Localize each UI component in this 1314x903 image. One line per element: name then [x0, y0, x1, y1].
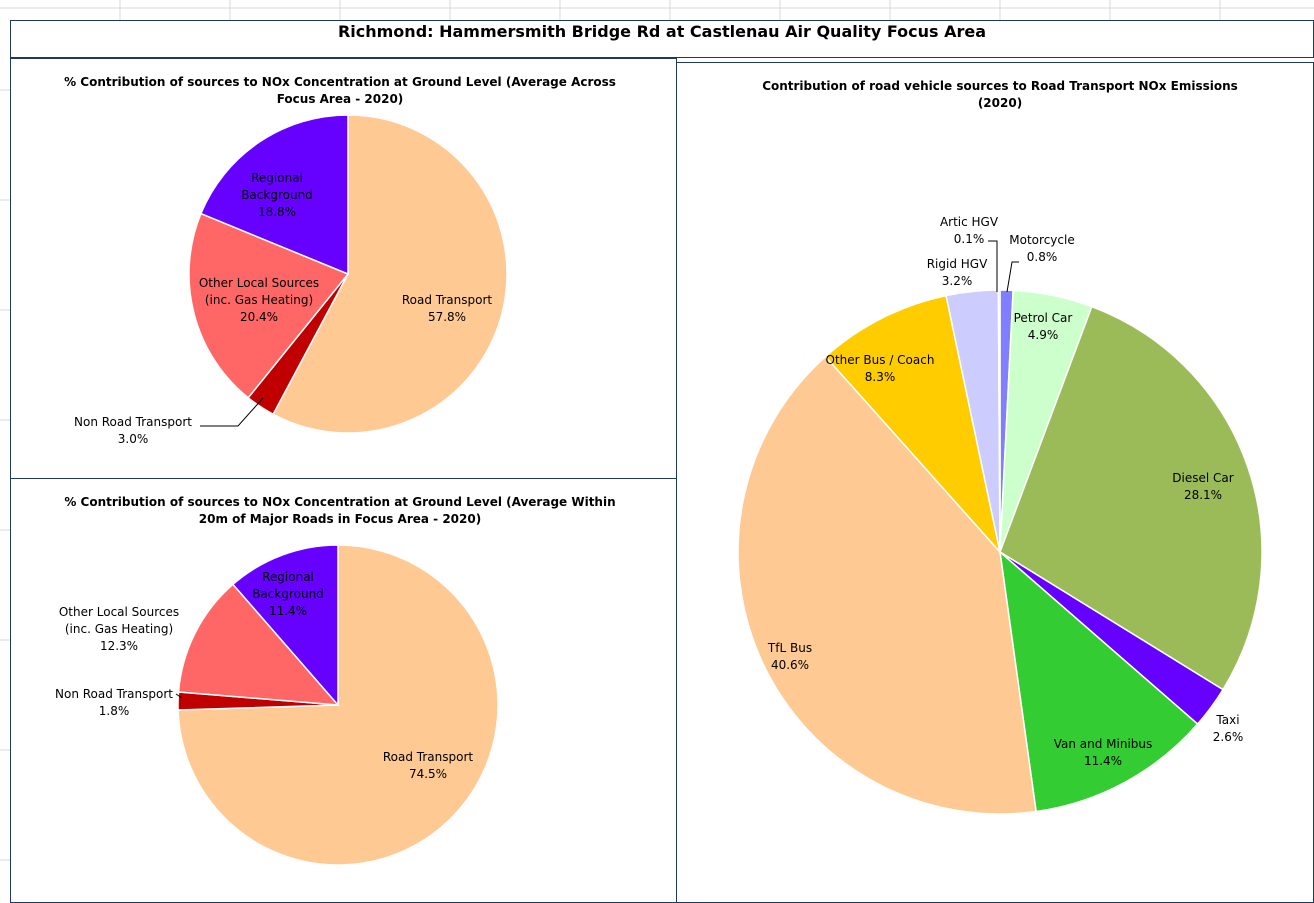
slice-name: Taxi	[1216, 713, 1240, 727]
slice-name: Regional Background	[241, 171, 313, 202]
slice-name: Motorcycle	[1009, 233, 1075, 247]
data-label: TfL Bus 40.6%	[760, 640, 820, 674]
slice-value: 74.5%	[408, 767, 448, 781]
slice-value: 3.2%	[941, 274, 973, 288]
data-label: Non Road Transport 1.8%	[44, 686, 184, 720]
data-label: Regional Background 18.8%	[237, 170, 317, 221]
pie-slice	[997, 289, 1001, 553]
slice-name: Other Bus / Coach	[825, 353, 935, 367]
pie-slice	[824, 294, 1002, 555]
pie-slice	[177, 583, 340, 706]
data-label: Other Bus / Coach 8.3%	[820, 352, 940, 386]
data-label: Other Local Sources (inc. Gas Heating) 12…	[57, 604, 182, 655]
data-label: Non Road Transport 3.0%	[63, 414, 203, 448]
slice-name: TfL Bus	[767, 641, 813, 655]
slice-value: 1.8%	[98, 704, 130, 718]
slice-value: 11.4%	[268, 604, 308, 618]
slice-value: 4.9%	[1027, 328, 1059, 342]
slice-name: Rigid HGV	[926, 257, 988, 271]
data-label: Rigid HGV 3.2%	[917, 256, 997, 290]
slice-value: 0.8%	[1026, 250, 1058, 264]
pie-slice	[999, 305, 1263, 691]
page-title: Richmond: Hammersmith Bridge Rd at Castl…	[337, 22, 987, 41]
data-label: Road Transport 74.5%	[373, 749, 483, 783]
slice-value: 3.0%	[117, 432, 149, 446]
data-label: Motorcycle 0.8%	[997, 232, 1087, 266]
data-label: Taxi 2.6%	[1198, 712, 1258, 746]
slice-name: Non Road Transport	[74, 415, 192, 429]
slice-value: 8.3%	[864, 370, 896, 384]
data-label: Van and Minibus 11.4%	[1043, 736, 1163, 770]
pie-slice	[199, 114, 349, 276]
slice-value: 18.8%	[257, 205, 297, 219]
pie-slice	[737, 355, 1037, 815]
data-label: Road Transport 57.8%	[392, 292, 502, 326]
sheet-grid	[0, 0, 1314, 861]
chart-title: Contribution of road vehicle sources to …	[762, 79, 1238, 110]
slice-value: 57.8%	[427, 310, 467, 324]
chart-title: % Contribution of sources to NOx Concent…	[64, 495, 616, 526]
data-label: Other Local Sources (inc. Gas Heating) 20…	[197, 275, 322, 326]
data-label: Diesel Car 28.1%	[1163, 470, 1243, 504]
slice-name: Artic HGV	[939, 215, 999, 229]
slice-value: 11.4%	[1083, 754, 1123, 768]
slice-name: Diesel Car	[1172, 471, 1234, 485]
pie-slice	[272, 114, 508, 434]
slice-name: Non Road Transport	[55, 687, 173, 701]
chart-title: % Contribution of sources to NOx Concent…	[64, 75, 616, 106]
slice-value: 0.1%	[953, 232, 985, 246]
slice-value: 20.4%	[239, 310, 279, 324]
data-label: Petrol Car 4.9%	[1003, 310, 1083, 344]
slice-name: Petrol Car	[1013, 311, 1073, 325]
slice-name: Regional Background	[252, 570, 324, 601]
slice-value: 40.6%	[770, 658, 810, 672]
data-label: Regional Background 11.4%	[248, 569, 328, 620]
slice-value: 12.3%	[99, 639, 139, 653]
slice-name: Other Local Sources (inc. Gas Heating)	[58, 605, 180, 636]
slice-value: 2.6%	[1212, 730, 1244, 744]
slice-value: 28.1%	[1183, 488, 1223, 502]
slice-name: Road Transport	[401, 293, 493, 307]
pie-slice	[188, 212, 350, 399]
pie-slice	[231, 544, 339, 708]
slice-name: Road Transport	[382, 750, 474, 764]
leader-lines	[175, 240, 1019, 699]
pie-slice	[998, 550, 1199, 813]
slice-name: Other Local Sources (inc. Gas Heating)	[198, 276, 320, 307]
slice-name: Van and Minibus	[1053, 737, 1153, 751]
data-label: Artic HGV 0.1%	[929, 214, 1009, 248]
